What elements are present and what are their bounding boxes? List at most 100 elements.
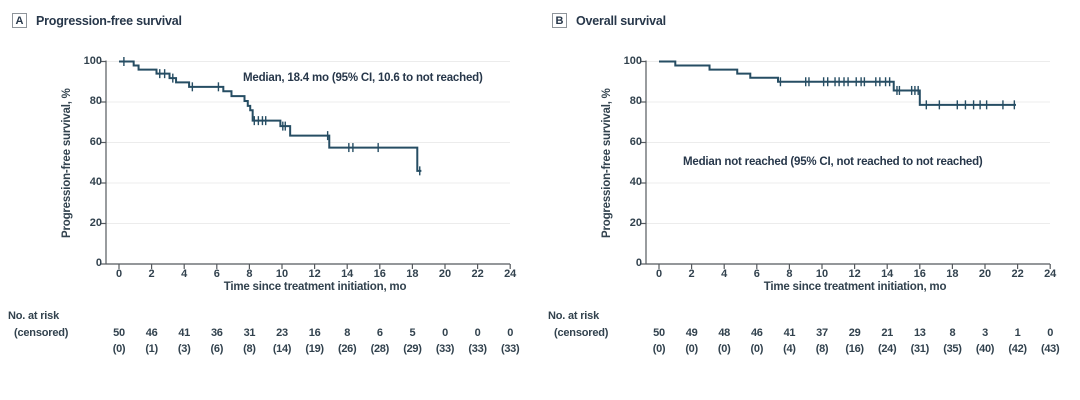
x-tick-label: 22	[1011, 268, 1024, 280]
risk-at-risk-count: 0	[442, 327, 448, 339]
risk-censored-count: (1)	[145, 343, 158, 355]
x-tick-label: 24	[504, 268, 517, 280]
x-tick-label: 4	[721, 268, 728, 280]
y-tick-label: 0	[635, 257, 642, 269]
km-plot	[641, 60, 1051, 269]
y-tick-label: 0	[95, 257, 102, 269]
y-tick-label: 80	[89, 95, 102, 107]
y-tick-label: 40	[629, 176, 642, 188]
x-tick-label: 10	[275, 268, 289, 280]
risk-censored-count: (4)	[783, 343, 796, 355]
risk-at-risk-count: 0	[507, 327, 514, 339]
risk-at-risk-count: 23	[276, 327, 288, 339]
risk-table-censored-label: (censored)	[14, 327, 69, 339]
risk-censored-count: (16)	[845, 343, 864, 355]
risk-at-risk-count: 8	[949, 327, 956, 339]
panel-title: Progression-free survival	[36, 14, 182, 28]
risk-censored-count: (0)	[717, 343, 731, 355]
risk-table-label: No. at risk	[8, 310, 59, 322]
y-tick-label: 20	[629, 216, 642, 229]
x-tick-label: 12	[848, 268, 861, 280]
risk-censored-count: (40)	[975, 343, 995, 355]
risk-at-risk-count: 0	[1047, 327, 1054, 339]
panel-overall-survival: B Overall survival Progression-free surv…	[540, 0, 1080, 400]
risk-censored-count: (0)	[652, 343, 666, 355]
risk-censored-count: (33)	[468, 343, 487, 355]
km-curve	[659, 60, 1016, 106]
x-tick-label: 10	[815, 268, 829, 280]
risk-censored-count: (8)	[243, 343, 256, 355]
y-tick-label: 100	[83, 54, 102, 67]
y-tick-label: 80	[629, 95, 642, 107]
risk-censored-count: (31)	[910, 343, 930, 355]
median-annotation: Median, 18.4 mo (95% CI, 10.6 to not rea…	[243, 72, 483, 84]
risk-table-censored-label: (censored)	[554, 327, 609, 339]
risk-censored-count: (0)	[750, 343, 764, 355]
panel-title: Overall survival	[576, 14, 666, 28]
y-tick-label: 40	[89, 176, 102, 188]
risk-at-risk-count: 16	[308, 327, 321, 339]
risk-censored-count: (3)	[177, 343, 191, 355]
x-tick-label: 16	[913, 268, 926, 280]
y-axis-label: Progression-free survival, %	[61, 88, 73, 238]
risk-censored-count: (33)	[435, 343, 455, 355]
x-tick-label: 14	[881, 268, 894, 280]
risk-censored-count: (26)	[338, 343, 357, 355]
x-tick-label: 0	[115, 268, 123, 280]
risk-at-risk-count: 46	[750, 327, 763, 339]
risk-censored-count: (0)	[685, 343, 698, 355]
risk-censored-count: (8)	[815, 343, 829, 355]
panel-letter: A	[12, 13, 27, 28]
x-tick-label: 12	[308, 268, 321, 280]
risk-at-risk-count: 36	[210, 327, 223, 339]
risk-at-risk-count: 8	[344, 327, 351, 339]
risk-table-label: No. at risk	[548, 310, 599, 322]
x-tick-label: 2	[148, 268, 155, 280]
x-tick-label: 20	[438, 268, 452, 280]
risk-censored-count: (29)	[403, 343, 422, 355]
risk-censored-count: (14)	[272, 343, 292, 355]
risk-at-risk-count: 0	[474, 327, 481, 339]
x-tick-label: 24	[1044, 268, 1057, 280]
x-tick-label: 18	[946, 268, 959, 280]
y-tick-label: 60	[629, 135, 642, 148]
risk-censored-count: (0)	[112, 343, 126, 355]
risk-censored-count: (35)	[943, 343, 962, 355]
risk-at-risk-count: 6	[376, 327, 383, 339]
x-axis-label: Time since treatment initiation, mo	[223, 281, 407, 293]
risk-at-risk-count: 49	[685, 327, 698, 339]
risk-censored-count: (33)	[501, 343, 520, 355]
risk-at-risk-count: 46	[145, 327, 158, 339]
risk-censored-count: (28)	[370, 343, 390, 355]
panel-letter: B	[552, 13, 567, 28]
risk-at-risk-count: 5	[409, 327, 416, 339]
risk-at-risk-count: 29	[848, 327, 861, 339]
risk-at-risk-count: 1	[1014, 327, 1021, 339]
risk-at-risk-count: 48	[718, 327, 730, 339]
risk-at-risk-count: 41	[178, 327, 190, 339]
x-tick-label: 8	[246, 268, 253, 280]
risk-censored-count: (19)	[305, 343, 324, 355]
panel-progression-free-survival: A Progression-free survival Progression-…	[8, 13, 520, 355]
x-tick-label: 14	[341, 268, 354, 280]
x-axis-label: Time since treatment initiation, mo	[763, 281, 947, 293]
x-tick-label: 22	[471, 268, 484, 280]
risk-at-risk-count: 13	[913, 327, 926, 339]
risk-at-risk-count: 21	[881, 327, 893, 339]
median-annotation: Median not reached (95% CI, not reached …	[683, 156, 983, 168]
y-tick-label: 100	[623, 54, 642, 67]
risk-censored-count: (6)	[210, 343, 224, 355]
x-tick-label: 0	[655, 268, 663, 280]
risk-at-risk-count: 31	[243, 327, 256, 339]
risk-at-risk-count: 3	[982, 327, 988, 339]
x-tick-label: 6	[213, 268, 220, 280]
risk-at-risk-count: 50	[653, 327, 665, 339]
km-plot	[101, 57, 511, 269]
risk-censored-count: (43)	[1041, 343, 1060, 355]
y-axis-label: Progression-free survival, %	[601, 88, 613, 238]
y-tick-label: 20	[89, 216, 102, 229]
x-tick-label: 20	[978, 268, 992, 280]
risk-censored-count: (42)	[1008, 343, 1027, 355]
y-tick-label: 60	[89, 135, 102, 148]
x-tick-label: 18	[406, 268, 419, 280]
